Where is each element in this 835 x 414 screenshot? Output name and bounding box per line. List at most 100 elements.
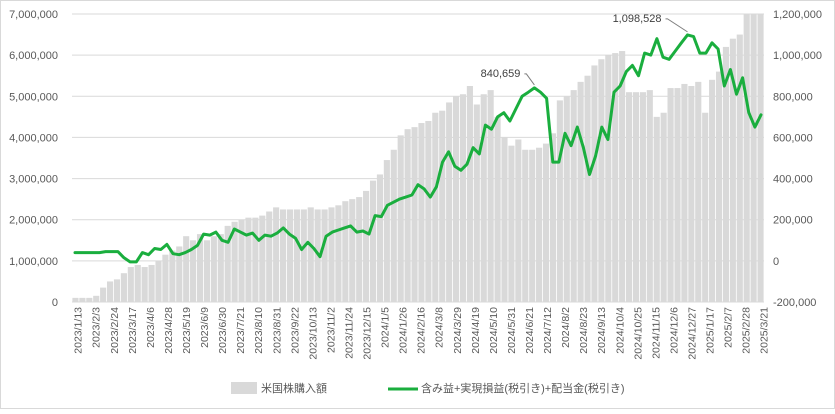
bar [190, 240, 197, 302]
bar [169, 250, 176, 302]
bar [542, 143, 550, 302]
x-tick-label: 2023/9/22 [289, 307, 301, 354]
legend-swatch-bar [231, 382, 257, 394]
right-tick-label: -200,000 [773, 297, 816, 309]
bar [556, 100, 563, 303]
left-tick-label: 7,000,000 [9, 9, 58, 21]
x-tick-label: 2024/7/12 [542, 307, 554, 354]
x-tick-label: 2024/2/16 [416, 307, 428, 354]
bar [660, 112, 667, 302]
x-tick-label: 2023/4/6 [145, 307, 157, 348]
bar [342, 201, 349, 302]
bar [113, 279, 121, 302]
bar [515, 139, 522, 302]
bar [404, 129, 411, 302]
x-tick-label: 2023/8/10 [253, 307, 265, 354]
bar [363, 190, 370, 302]
bar [418, 123, 425, 303]
bar [432, 112, 439, 302]
x-tick-label: 2024/10/25 [632, 307, 644, 360]
bar [300, 209, 307, 302]
x-tick-label: 2024/6/21 [524, 307, 536, 354]
bar [681, 83, 688, 302]
bar [494, 116, 501, 302]
bar [148, 264, 155, 302]
left-axis: 0 1,000,000 2,000,000 3,000,000 4,000,000 5,0… [9, 9, 58, 309]
x-tick-label: 2024/9/13 [596, 307, 608, 354]
bar [570, 90, 577, 302]
bar [722, 46, 729, 302]
right-tick-label: 600,000 [773, 132, 813, 144]
bar [439, 110, 446, 302]
bar [709, 79, 716, 302]
x-tick-label: 2023/5/19 [181, 307, 193, 354]
bar [529, 149, 536, 302]
left-tick-label: 2,000,000 [9, 215, 58, 227]
right-tick-label: 1,200,000 [773, 9, 822, 21]
bar [273, 207, 280, 302]
bar [155, 260, 162, 302]
bar [383, 160, 390, 302]
x-tick-label: 2024/3/29 [452, 307, 464, 354]
right-tick-label: 200,000 [773, 215, 813, 227]
x-tick-label: 2024/5/31 [506, 307, 518, 354]
bar [729, 38, 736, 302]
bar [120, 273, 127, 302]
left-tick-label: 5,000,000 [9, 91, 58, 103]
bar [397, 135, 404, 302]
bar [743, 14, 750, 302]
bar [134, 264, 141, 302]
bar [667, 88, 674, 302]
bar [577, 81, 584, 302]
bar [245, 217, 252, 302]
bar [688, 86, 695, 302]
bar [453, 96, 460, 303]
bar [390, 149, 397, 302]
bar [280, 209, 287, 302]
x-tick-label: 2024/12/27 [686, 307, 698, 360]
bar [196, 234, 204, 302]
bar [757, 14, 764, 302]
bar [293, 209, 300, 302]
bar [100, 287, 107, 302]
bar [307, 207, 314, 302]
bar [536, 147, 543, 302]
bar [93, 295, 100, 302]
bar [162, 254, 169, 302]
x-tick-label: 2024/4/19 [470, 307, 482, 354]
bar [224, 225, 231, 302]
x-tick-label: 2023/11/2 [325, 307, 337, 353]
x-tick-label: 2023/2/24 [109, 307, 121, 354]
left-tick-label: 6,000,000 [9, 50, 58, 62]
x-tick-label: 2024/10/4 [614, 307, 626, 354]
x-tick-label: 2023/12/15 [362, 307, 374, 360]
left-tick-label: 0 [52, 297, 58, 309]
bar [266, 211, 273, 302]
bar [446, 102, 453, 302]
bar [286, 209, 294, 302]
bar [252, 217, 259, 302]
bar [508, 145, 515, 302]
bar [107, 281, 114, 302]
x-tick-label: 2023/4/28 [163, 307, 175, 354]
bar [591, 65, 598, 302]
bar [612, 53, 619, 303]
legend: 米国株購入額 含み益+実現損益(税引き)+配当金(税引き) [231, 381, 625, 395]
bar [210, 236, 217, 302]
x-tick-label: 2024/1/26 [398, 307, 410, 354]
bar [736, 34, 743, 302]
x-tick-label: 2025/2/28 [741, 307, 753, 354]
bar [217, 234, 224, 302]
right-axis: -200,000 0 200,000 400,000 600,000 800,000 1,0… [773, 9, 822, 309]
left-tick-label: 4,000,000 [9, 132, 58, 144]
bar [473, 104, 480, 302]
bar [141, 267, 148, 302]
bar [563, 96, 570, 303]
bar [695, 81, 702, 302]
bar [632, 92, 640, 303]
bar [480, 94, 487, 302]
bar [203, 240, 210, 302]
left-tick-label: 1,000,000 [9, 256, 58, 268]
